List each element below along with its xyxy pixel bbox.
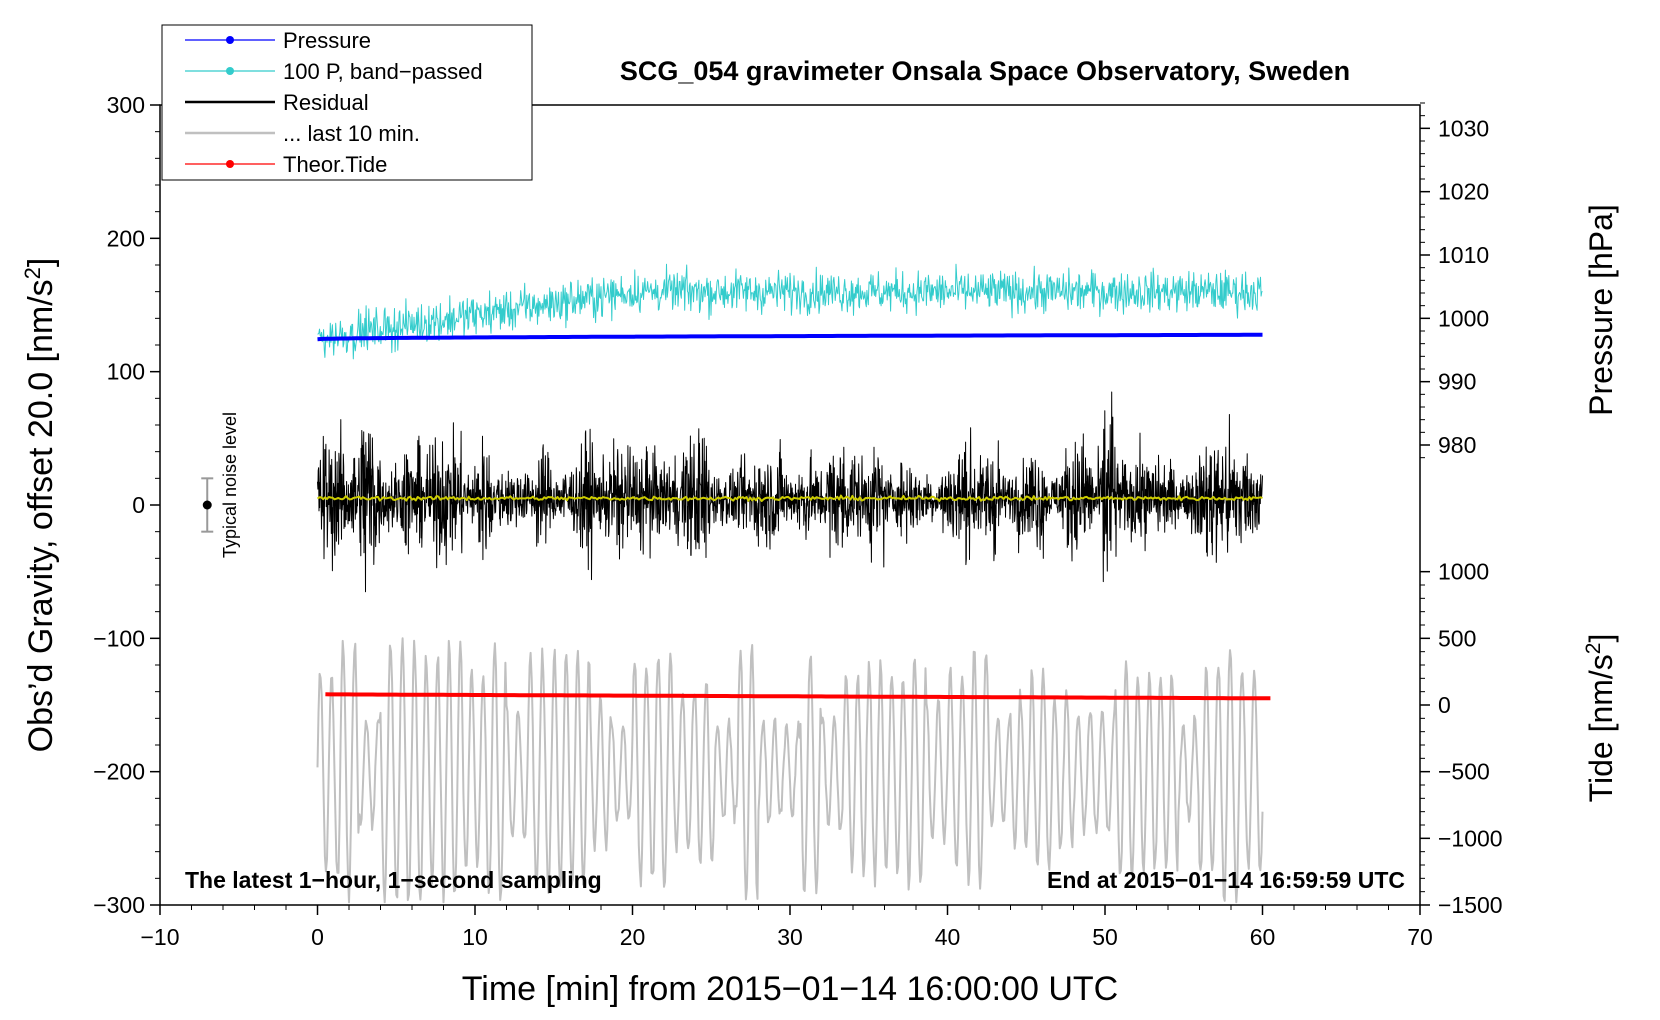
annotation-right: End at 2015−01−14 16:59:59 UTC xyxy=(1047,867,1405,893)
noise-indicator: Typical noise level xyxy=(201,412,240,558)
legend-marker xyxy=(226,36,234,44)
legend-label: 100 P, band−passed xyxy=(283,59,483,84)
series-band-passed-pressure xyxy=(317,263,1263,360)
tide-tick-label: −1500 xyxy=(1438,892,1503,918)
tide-tick-label: −1000 xyxy=(1438,825,1503,851)
tide-tick-label: −500 xyxy=(1438,759,1490,785)
series-mean-residual xyxy=(316,494,1263,502)
x-tick-label: 70 xyxy=(1407,924,1433,950)
tide-axis-label-end: ] xyxy=(1583,634,1619,643)
pressure-tick-label: 990 xyxy=(1438,369,1476,395)
pressure-tick-label: 1000 xyxy=(1438,305,1489,331)
pressure-tick-label: 1010 xyxy=(1438,242,1489,268)
legend-marker xyxy=(226,160,234,168)
x-tick-label: 10 xyxy=(462,924,488,950)
chart-title: SCG_054 gravimeter Onsala Space Observat… xyxy=(620,56,1350,86)
x-tick-label: 20 xyxy=(620,924,646,950)
series-layer xyxy=(316,263,1271,904)
pressure-tick-label: 1030 xyxy=(1438,115,1489,141)
legend-label: ... last 10 min. xyxy=(283,121,420,146)
y-tick-label: −300 xyxy=(93,892,145,918)
series-residual xyxy=(317,391,1263,593)
pressure-tick-label: 1020 xyxy=(1438,179,1489,205)
tide-axis-label-sup: 2 xyxy=(1582,643,1605,655)
x-axis-label: Time [min] from 2015−01−14 16:00:00 UTC xyxy=(462,970,1118,1008)
y-tick-label: 100 xyxy=(107,359,145,385)
x-tick-label: 0 xyxy=(311,924,324,950)
y-axis-label-sup: 2 xyxy=(20,267,45,279)
y-tick-label: 200 xyxy=(107,225,145,251)
legend-label: Pressure xyxy=(283,28,371,53)
legend-items: Pressure 100 P, band−passed Residual ... la… xyxy=(185,28,483,177)
tide-tick-label: 500 xyxy=(1438,625,1476,651)
x-tick-label: 30 xyxy=(777,924,803,950)
noise-bar xyxy=(201,477,214,533)
tide-tick-label: 0 xyxy=(1438,692,1451,718)
noise-label: Typical noise level xyxy=(220,412,240,558)
x-tick-label: 60 xyxy=(1250,924,1276,950)
noise-bar-dot xyxy=(202,500,212,510)
y-tick-label: −200 xyxy=(93,759,145,785)
tide-axis-label-main: Tide [nm/s xyxy=(1583,654,1619,802)
tide-axis-label: Tide [nm/s2] xyxy=(1582,634,1619,803)
tide-tick-label: 1000 xyxy=(1438,559,1489,585)
y-tick-label: 300 xyxy=(107,92,145,118)
x-tick-label: 50 xyxy=(1092,924,1118,950)
x-tick-label: −10 xyxy=(140,924,179,950)
legend-marker xyxy=(226,67,234,75)
legend: Pressure 100 P, band−passed Residual ... la… xyxy=(161,24,533,181)
legend-label: Residual xyxy=(283,90,369,115)
tick-layer: −10 0 10 20 30 40 50 60 703002001000−100−200−300… xyxy=(93,92,1502,950)
x-tick-label: 40 xyxy=(935,924,961,950)
series-last-10-min xyxy=(316,637,1264,904)
y-axis-label-end: ] xyxy=(22,258,60,267)
pressure-tick-label: 980 xyxy=(1438,432,1476,458)
legend-label: Theor.Tide xyxy=(283,152,387,177)
y-tick-label: −100 xyxy=(93,625,145,651)
series-theoretical-tide xyxy=(325,692,1271,701)
y-tick-label: 0 xyxy=(132,492,145,518)
series-pressure xyxy=(317,332,1263,342)
y-axis-label-main: Obs’d Gravity, offset 20.0 [nm/s xyxy=(22,279,60,752)
annotation-left: The latest 1−hour, 1−second sampling xyxy=(185,867,602,893)
pressure-axis-label: Pressure [hPa] xyxy=(1583,204,1619,416)
y-axis-label: Obs’d Gravity, offset 20.0 [nm/s2] xyxy=(20,258,60,753)
